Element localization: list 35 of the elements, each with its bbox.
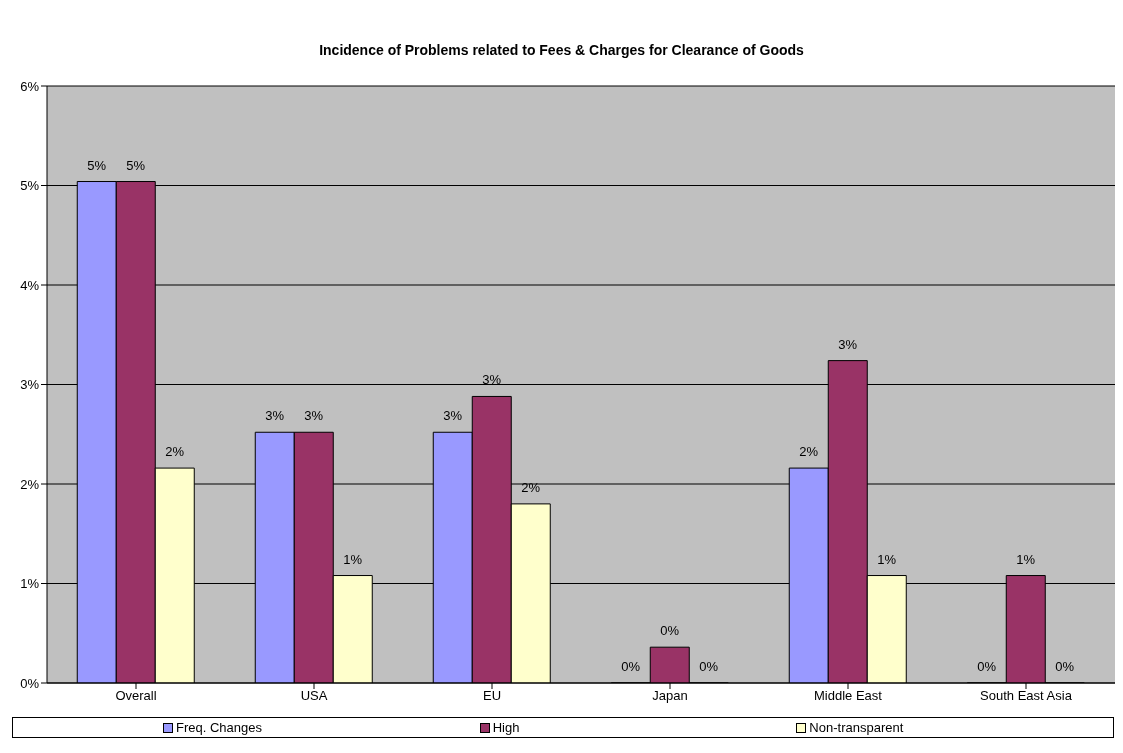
x-tick-label: EU <box>482 688 502 704</box>
x-tick-label: Middle East <box>814 688 883 704</box>
data-label: 5% <box>87 157 107 173</box>
x-tick-label: Overall <box>115 688 157 704</box>
legend-label: Non-transparent <box>808 720 905 735</box>
data-label: 0% <box>1055 658 1075 674</box>
y-tick-label: 3% <box>20 377 40 393</box>
data-label: 3% <box>443 408 463 424</box>
x-tick-label: USA <box>300 688 328 704</box>
data-label: 2% <box>799 444 819 460</box>
data-label: 3% <box>482 372 502 388</box>
y-tick-label: 1% <box>20 576 40 592</box>
x-tick-label: Japan <box>652 688 688 704</box>
data-label: 2% <box>165 444 185 460</box>
chart-title: Incidence of Problems related to Fees & Charges for Clearance of Goods <box>318 41 805 58</box>
y-tick-label: 2% <box>20 476 40 492</box>
data-label: 0% <box>660 623 680 639</box>
data-label: 3% <box>304 408 324 424</box>
data-label: 3% <box>838 336 858 352</box>
data-label: 0% <box>699 658 719 674</box>
x-tick-label: South East Asia <box>980 688 1073 704</box>
y-tick-label: 5% <box>20 178 40 194</box>
data-label: 1% <box>343 551 363 567</box>
data-label: 5% <box>126 157 146 173</box>
legend-label: High <box>491 720 521 735</box>
data-label: 3% <box>265 408 285 424</box>
data-label: 1% <box>877 551 897 567</box>
y-tick-label: 4% <box>20 277 40 293</box>
data-label: 0% <box>977 658 997 674</box>
legend-label: Freq. Changes <box>175 720 263 735</box>
data-label: 2% <box>521 479 541 495</box>
y-tick-label: 6% <box>20 78 40 94</box>
data-label: 0% <box>621 658 641 674</box>
data-label: 1% <box>1016 551 1036 567</box>
y-tick-label: 0% <box>20 675 40 691</box>
